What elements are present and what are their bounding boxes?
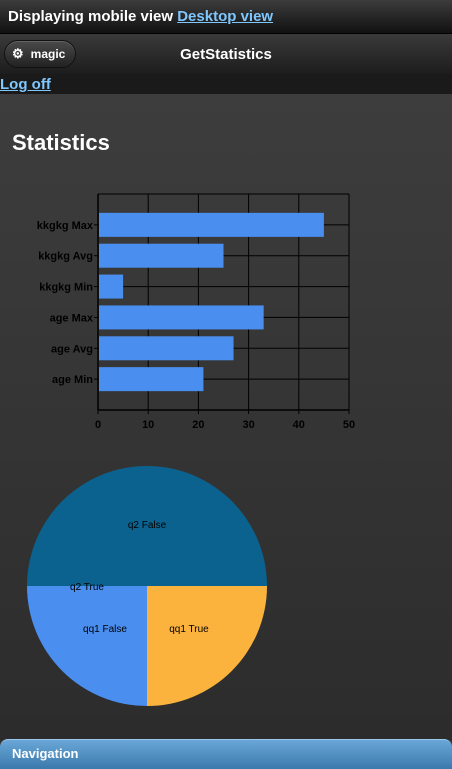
bar-chart: kkgkg Max kkgkg Avg kkgkg Min age Max age Av… bbox=[37, 193, 355, 431]
pie-slice bbox=[147, 586, 267, 706]
navigation-bar[interactable]: Navigation bbox=[0, 739, 452, 769]
y-tick-label: age Avg bbox=[51, 343, 93, 355]
y-tick-label: kkgkg Min bbox=[39, 282, 93, 294]
pie-slice bbox=[27, 586, 147, 706]
pie-chart: q2 False q2 True qq1 False qq1 True bbox=[27, 466, 267, 706]
x-tick-label: 0 bbox=[95, 419, 101, 431]
bar bbox=[99, 243, 224, 268]
bar bbox=[99, 305, 264, 330]
bar bbox=[99, 336, 234, 361]
pie-slice bbox=[27, 466, 267, 586]
bar bbox=[99, 274, 124, 299]
mobile-view-banner: Displaying mobile view Desktop view bbox=[0, 0, 452, 34]
x-tick-label: 20 bbox=[192, 419, 204, 431]
pie-label: q2 True bbox=[70, 582, 104, 593]
y-tick-label: kkgkg Avg bbox=[38, 251, 93, 263]
pie-label: q2 False bbox=[128, 520, 167, 531]
desktop-view-link[interactable]: Desktop view bbox=[177, 8, 274, 25]
navigation-label: Navigation bbox=[12, 746, 79, 761]
pie-label: qq1 True bbox=[169, 624, 209, 635]
main-content: Statistics kkgkg Max kkgkg Avg kkgkg Min ag… bbox=[0, 94, 452, 740]
bar bbox=[99, 212, 324, 237]
magic-button-label: magic bbox=[30, 47, 66, 61]
x-tick-label: 40 bbox=[293, 419, 305, 431]
y-tick-label: kkgkg Max bbox=[37, 220, 94, 232]
y-tick-label: age Min bbox=[52, 374, 93, 386]
x-tick-label: 50 bbox=[343, 419, 355, 431]
logoff-bar: Log off bbox=[0, 74, 452, 94]
log-off-link[interactable]: Log off bbox=[0, 76, 51, 93]
magic-button[interactable]: ⚙ magic bbox=[4, 40, 76, 68]
app-header: ⚙ magic GetStatistics bbox=[0, 34, 452, 76]
y-tick-label: age Max bbox=[50, 312, 94, 324]
page-header-title: GetStatistics bbox=[180, 46, 272, 63]
pie-label: qq1 False bbox=[83, 624, 127, 635]
x-tick-label: 30 bbox=[242, 419, 254, 431]
gear-icon: ⚙ bbox=[12, 46, 24, 61]
mobile-view-text: Displaying mobile view bbox=[8, 8, 178, 25]
page-title: Statistics bbox=[12, 130, 110, 155]
bar bbox=[99, 367, 204, 392]
x-tick-label: 10 bbox=[142, 419, 154, 431]
